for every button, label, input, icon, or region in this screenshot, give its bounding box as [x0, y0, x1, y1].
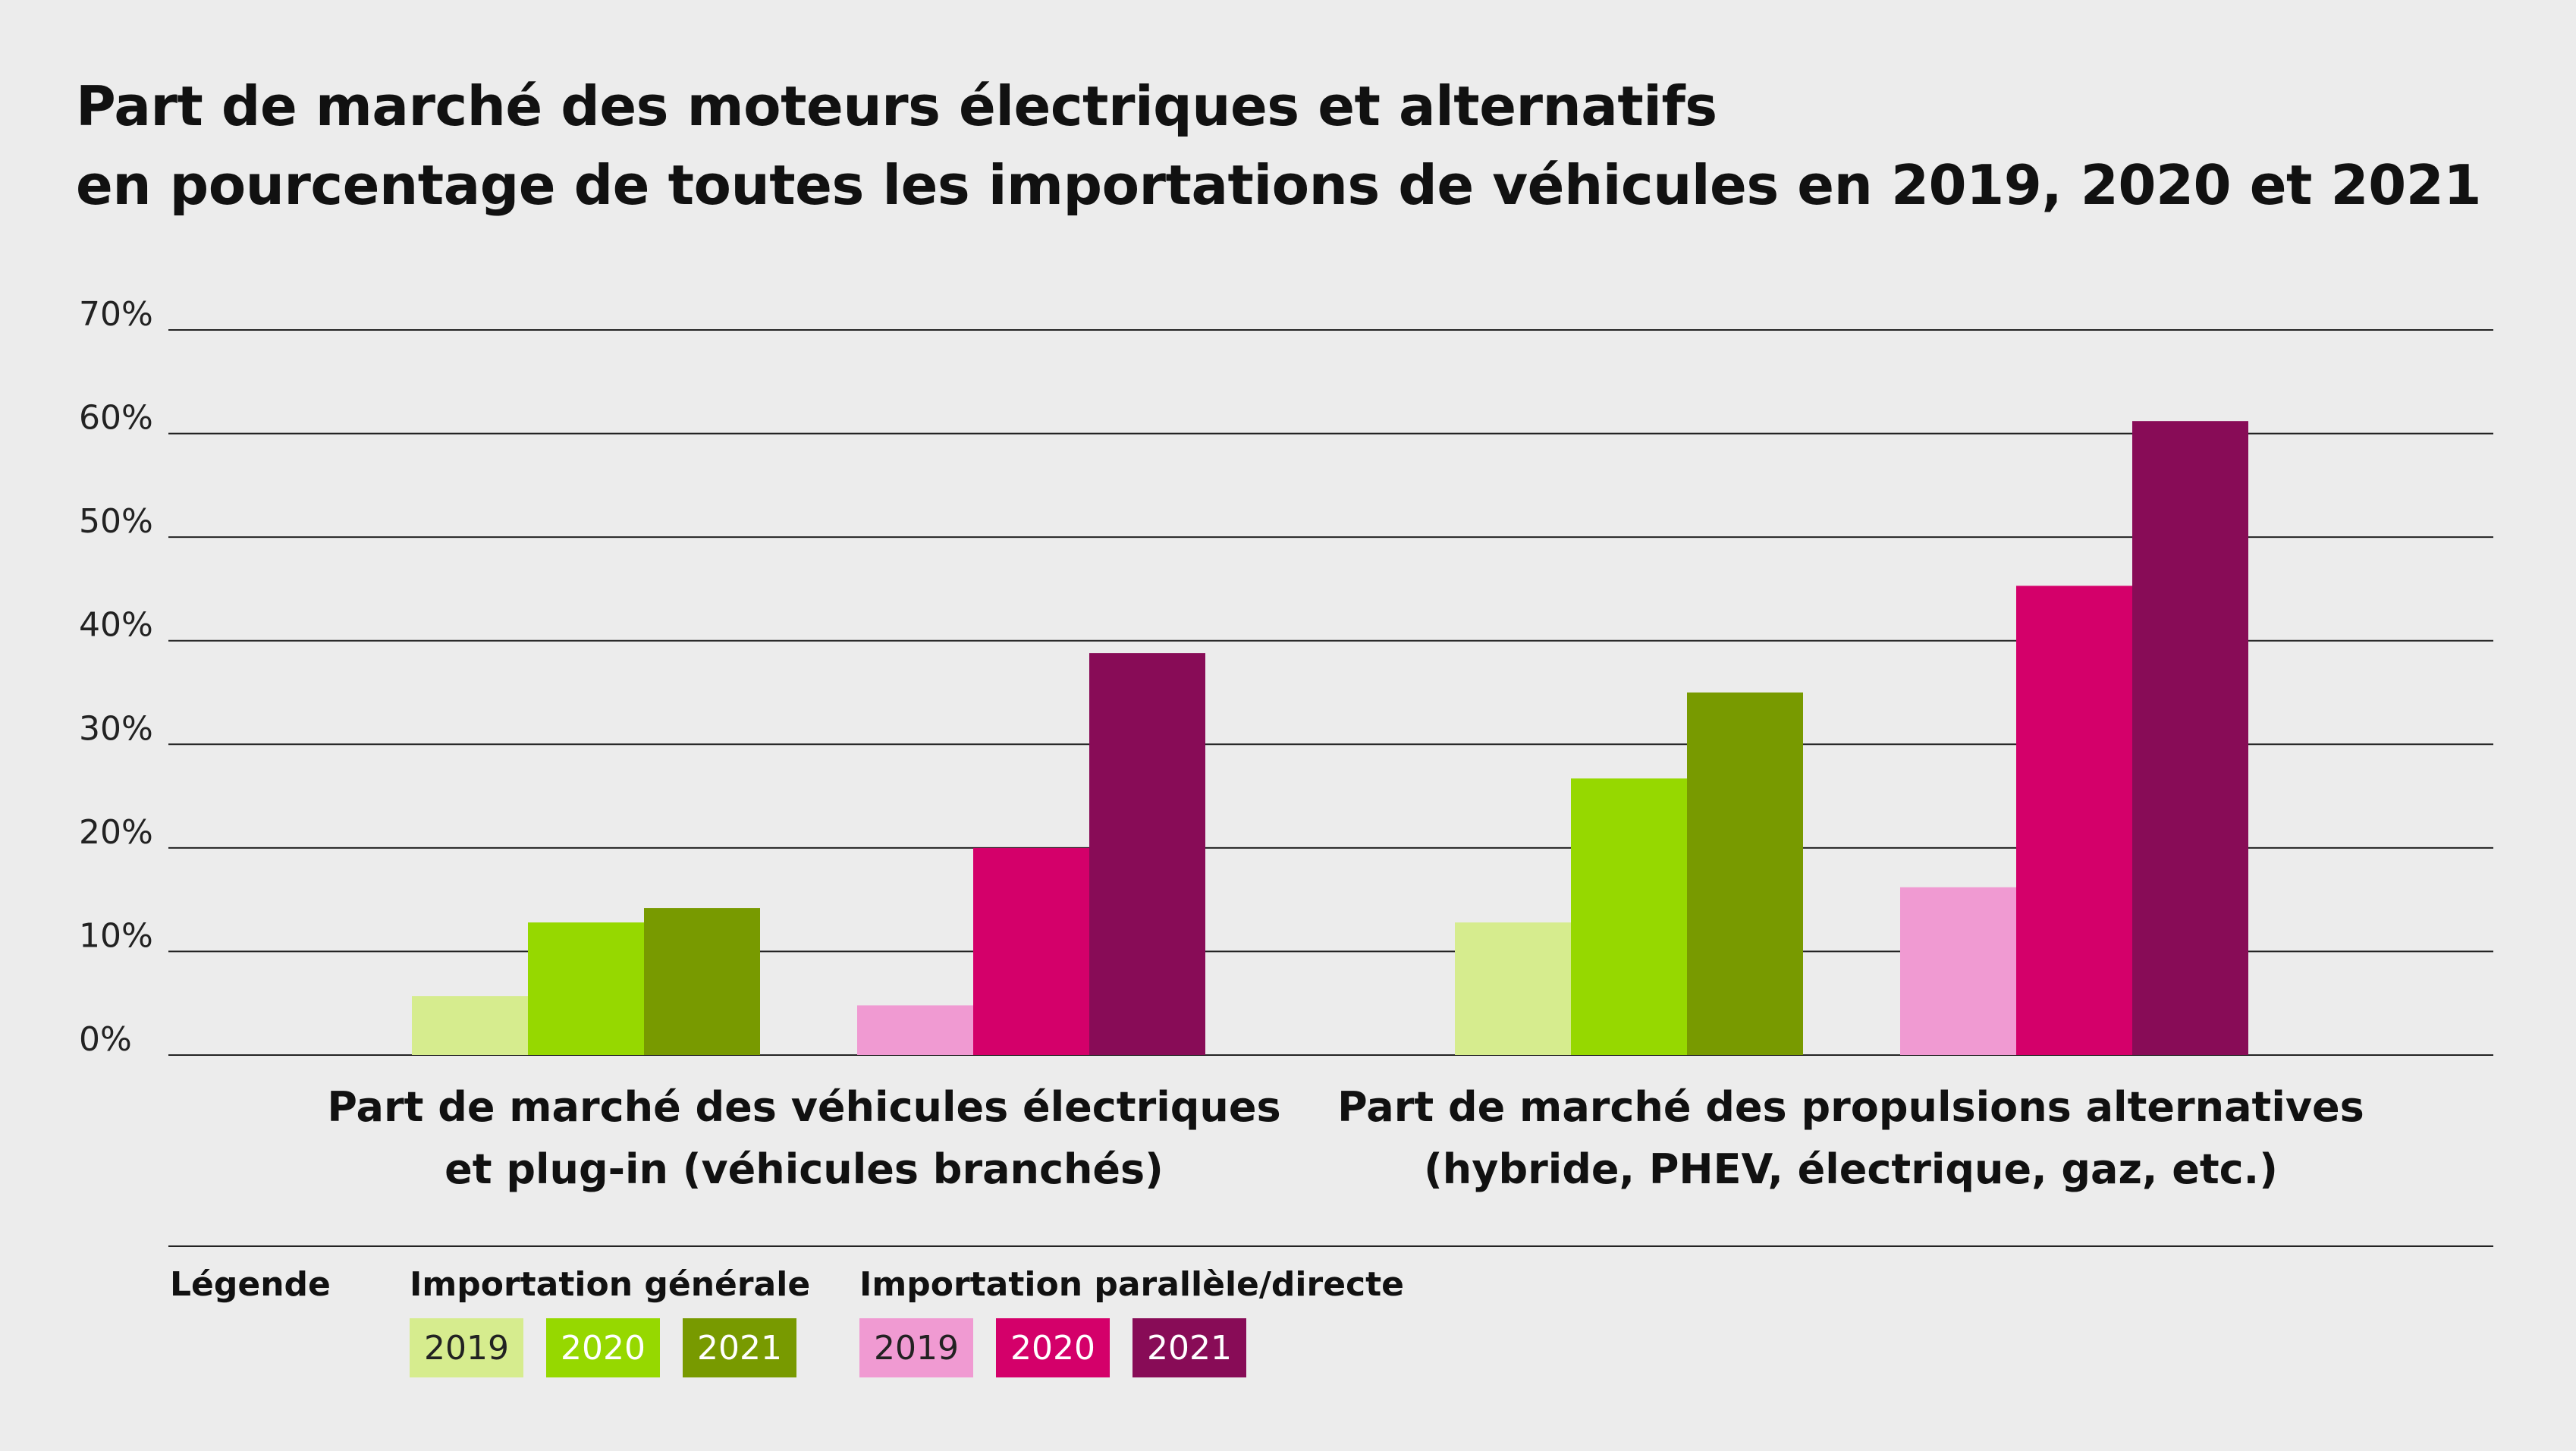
- bar-2021: [644, 908, 760, 1055]
- y-tick-label: 60%: [79, 399, 153, 438]
- bar-2021: [1089, 653, 1205, 1055]
- bar-2019: [1900, 887, 2016, 1055]
- y-tick-label: 20%: [79, 813, 153, 852]
- y-tick-label: 10%: [79, 916, 153, 955]
- y-tick-label: 70%: [79, 295, 153, 334]
- y-tick-label: 0%: [79, 1020, 132, 1059]
- bar-2020: [2016, 586, 2132, 1055]
- bar-2019: [412, 996, 528, 1055]
- bar-2019: [857, 1005, 973, 1055]
- x-category-label: et plug-in (véhicules branchés): [445, 1145, 1164, 1193]
- chart-title-line-1: Part de marché des moteurs électriques e…: [76, 74, 1717, 138]
- y-tick-label: 50%: [79, 502, 153, 541]
- bar-2021: [1687, 693, 1803, 1055]
- x-category-label: Part de marché des véhicules électriques: [327, 1083, 1280, 1131]
- bar-2021: [2132, 421, 2248, 1055]
- bar-2020: [1571, 778, 1687, 1055]
- y-tick-label: 30%: [79, 709, 153, 748]
- x-category-label: Part de marché des propulsions alternati…: [1337, 1083, 2364, 1131]
- chart-title-line-2: en pourcentage de toutes les importation…: [76, 153, 2481, 217]
- x-category-label: (hybride, PHEV, électrique, gaz, etc.): [1424, 1145, 2278, 1193]
- chart-title: Part de marché des moteurs électriques e…: [76, 67, 2481, 225]
- x-axis-category-labels: Part de marché des véhicules électriques…: [327, 1083, 2364, 1193]
- y-tick-label: 40%: [79, 606, 153, 645]
- bar-2019: [1455, 922, 1571, 1055]
- y-axis-tick-labels: 0% 10% 20% 30% 40% 50% 60% 70%: [79, 295, 153, 1059]
- bar-2020: [528, 922, 644, 1055]
- bar-2020: [973, 847, 1089, 1055]
- chart-bars: [412, 421, 2248, 1055]
